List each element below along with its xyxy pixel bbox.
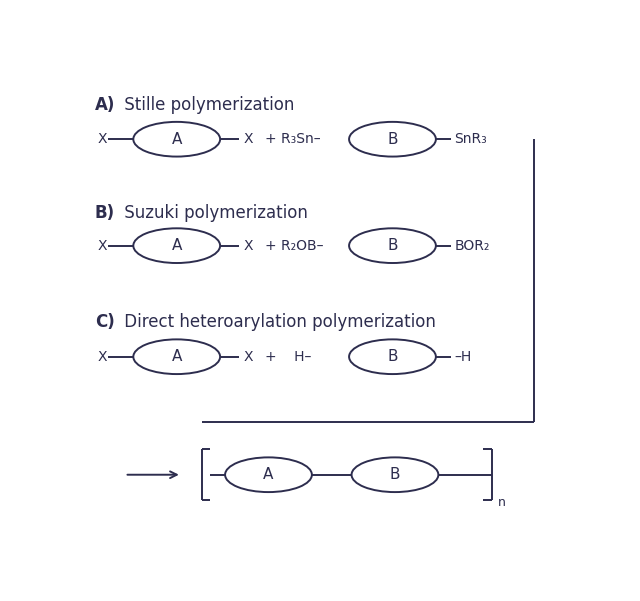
Text: X: X (97, 239, 107, 252)
Text: A: A (172, 349, 182, 364)
Text: C): C) (95, 313, 115, 331)
Text: X: X (244, 132, 253, 146)
Text: +    H–: + H– (265, 350, 311, 364)
Text: X: X (97, 350, 107, 364)
Text: –H: –H (454, 350, 472, 364)
Text: A: A (172, 132, 182, 147)
Text: B: B (387, 132, 397, 147)
Text: SnR₃: SnR₃ (454, 132, 487, 146)
Text: Direct heteroarylation polymerization: Direct heteroarylation polymerization (118, 313, 436, 331)
Text: BOR₂: BOR₂ (454, 239, 490, 252)
Text: + R₃Sn–: + R₃Sn– (265, 132, 321, 146)
Text: n: n (498, 496, 506, 510)
Text: A: A (172, 238, 182, 253)
Text: X: X (97, 132, 107, 146)
Text: B: B (390, 467, 400, 482)
Text: B): B) (95, 204, 115, 222)
Text: X: X (244, 350, 253, 364)
Text: B: B (387, 238, 397, 253)
Text: + R₂OB–: + R₂OB– (265, 239, 323, 252)
Text: X: X (244, 239, 253, 252)
Text: Suzuki polymerization: Suzuki polymerization (118, 204, 308, 222)
Text: B: B (387, 349, 397, 364)
Text: A: A (263, 467, 274, 482)
Text: Stille polymerization: Stille polymerization (118, 96, 294, 114)
Text: A): A) (95, 96, 115, 114)
